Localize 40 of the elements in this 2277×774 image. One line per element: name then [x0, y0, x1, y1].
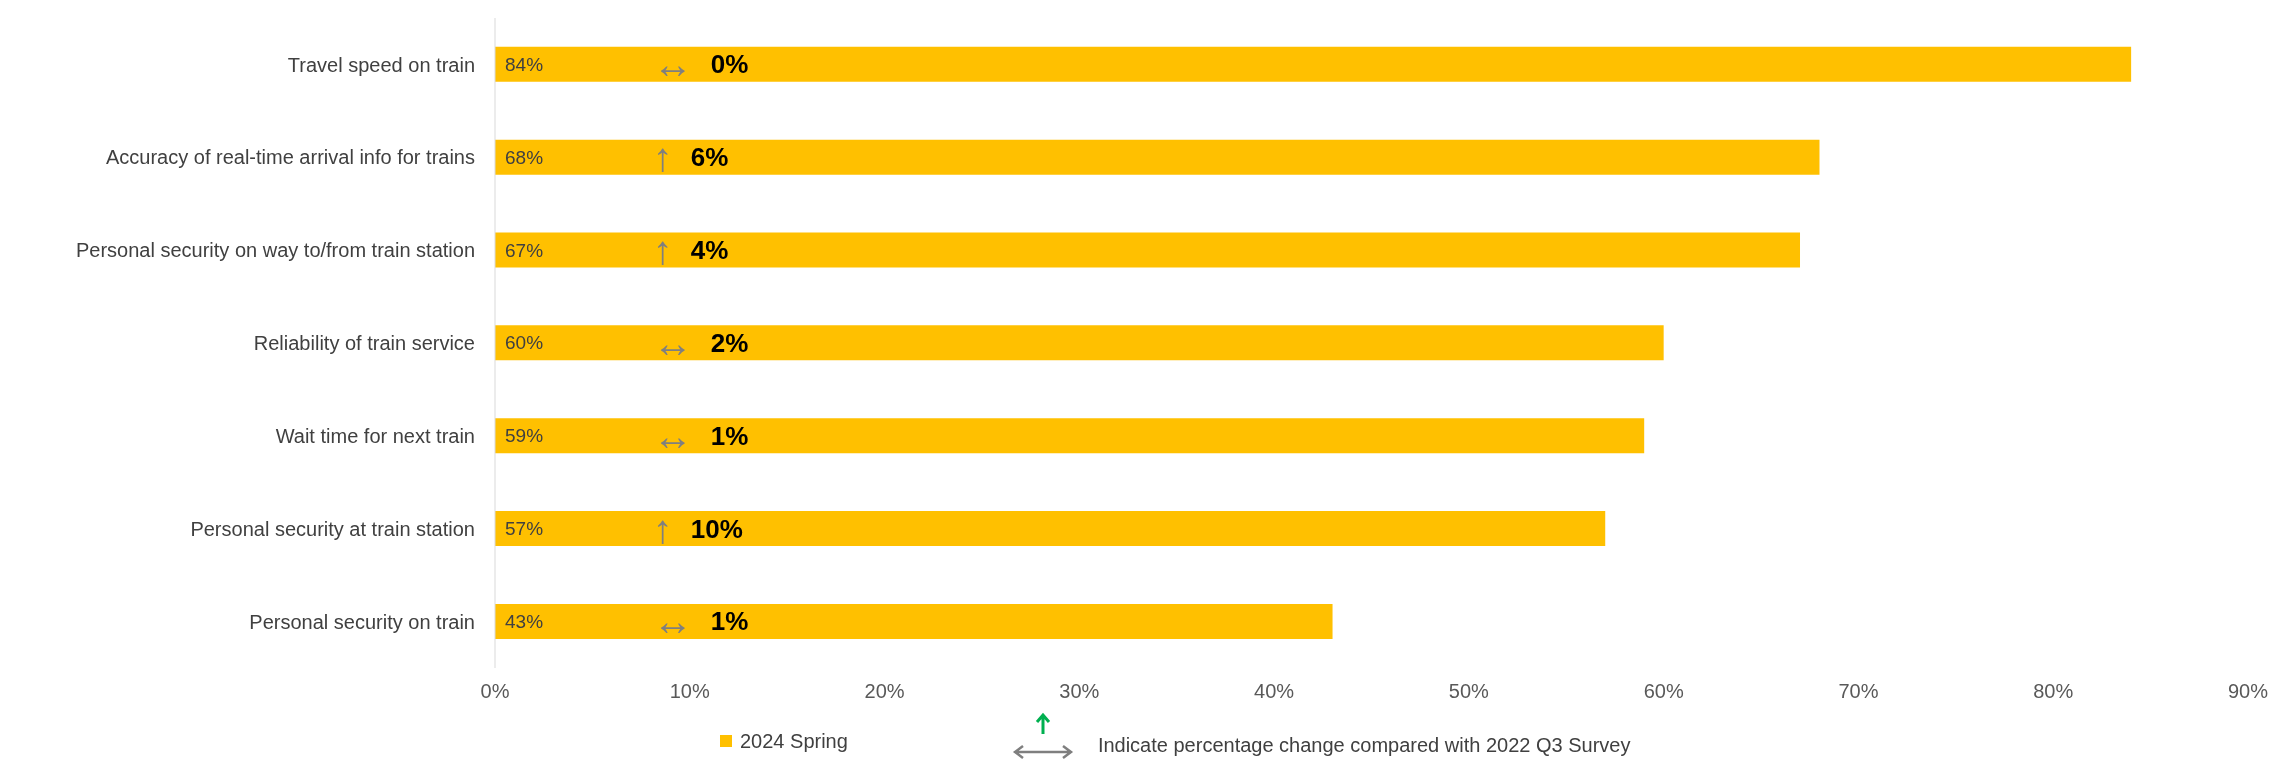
- text: Indicate percentage change compared with 2022 Q3 Survey: [1097, 733, 1631, 757]
- bar: [495, 325, 1664, 361]
- x-tick-label: 70%: [1838, 680, 1879, 703]
- annotation: ↑ 4%: [652, 228, 729, 272]
- y-tick-label: Personal security on way to/from train station: [75, 239, 475, 262]
- annotation: ↔ 1%: [652, 599, 749, 644]
- legend-label: 2024 Spring: [740, 729, 848, 753]
- data-label: 84%: [505, 53, 544, 75]
- data-label: 60%: [505, 332, 544, 354]
- annotation: ↔ 2%: [652, 320, 749, 365]
- x-tick-label: 80%: [2033, 680, 2074, 703]
- annotation: ↑ 10%: [652, 506, 743, 551]
- y-tick-label: Accuracy of real-time arrival info for trains: [105, 146, 475, 169]
- y-tick-label: Travel speed on train: [287, 53, 475, 76]
- data-label: 68%: [505, 146, 544, 168]
- x-tick-label: 90%: [2227, 680, 2269, 703]
- x-tick-label: 50%: [1448, 680, 1490, 703]
- y-tick-label: Personal security on train: [249, 610, 475, 633]
- y-tick-label: Reliability of train service: [253, 332, 475, 355]
- annotation: ↑ 6%: [652, 135, 729, 180]
- x-tick-label: 0%: [480, 680, 510, 703]
- bar: [495, 139, 1820, 175]
- bar: [495, 418, 1645, 454]
- y-tick-label: Personal security at train station: [190, 517, 475, 540]
- x-tick-label: 40%: [1254, 680, 1295, 703]
- data-label: 57%: [505, 518, 544, 540]
- x-tick-label: 60%: [1643, 680, 1684, 703]
- bar: [495, 511, 1606, 547]
- bar: [495, 46, 2132, 82]
- data-label: 59%: [505, 425, 544, 447]
- annotation: ↔ 1%: [652, 413, 749, 458]
- bar: [495, 603, 1333, 639]
- x-tick-label: 30%: [1059, 680, 1100, 703]
- data-label: 67%: [505, 239, 544, 261]
- annotation: ↔ 0%: [652, 42, 749, 87]
- x-tick-label: 20%: [864, 680, 905, 703]
- bar: [495, 232, 1801, 268]
- x-tick-label: 10%: [669, 680, 711, 703]
- y-tick-label: Wait time for next train: [275, 424, 475, 447]
- data-label: 43%: [505, 610, 544, 632]
